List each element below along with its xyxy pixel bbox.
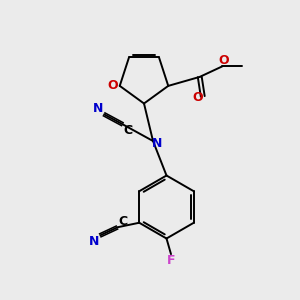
Text: F: F bbox=[167, 254, 176, 267]
Text: O: O bbox=[107, 80, 118, 92]
Text: C: C bbox=[124, 124, 133, 137]
Text: N: N bbox=[93, 101, 103, 115]
Text: N: N bbox=[152, 137, 163, 150]
Text: C: C bbox=[118, 215, 127, 228]
Text: N: N bbox=[89, 235, 99, 248]
Text: O: O bbox=[192, 92, 203, 104]
Text: O: O bbox=[218, 55, 229, 68]
